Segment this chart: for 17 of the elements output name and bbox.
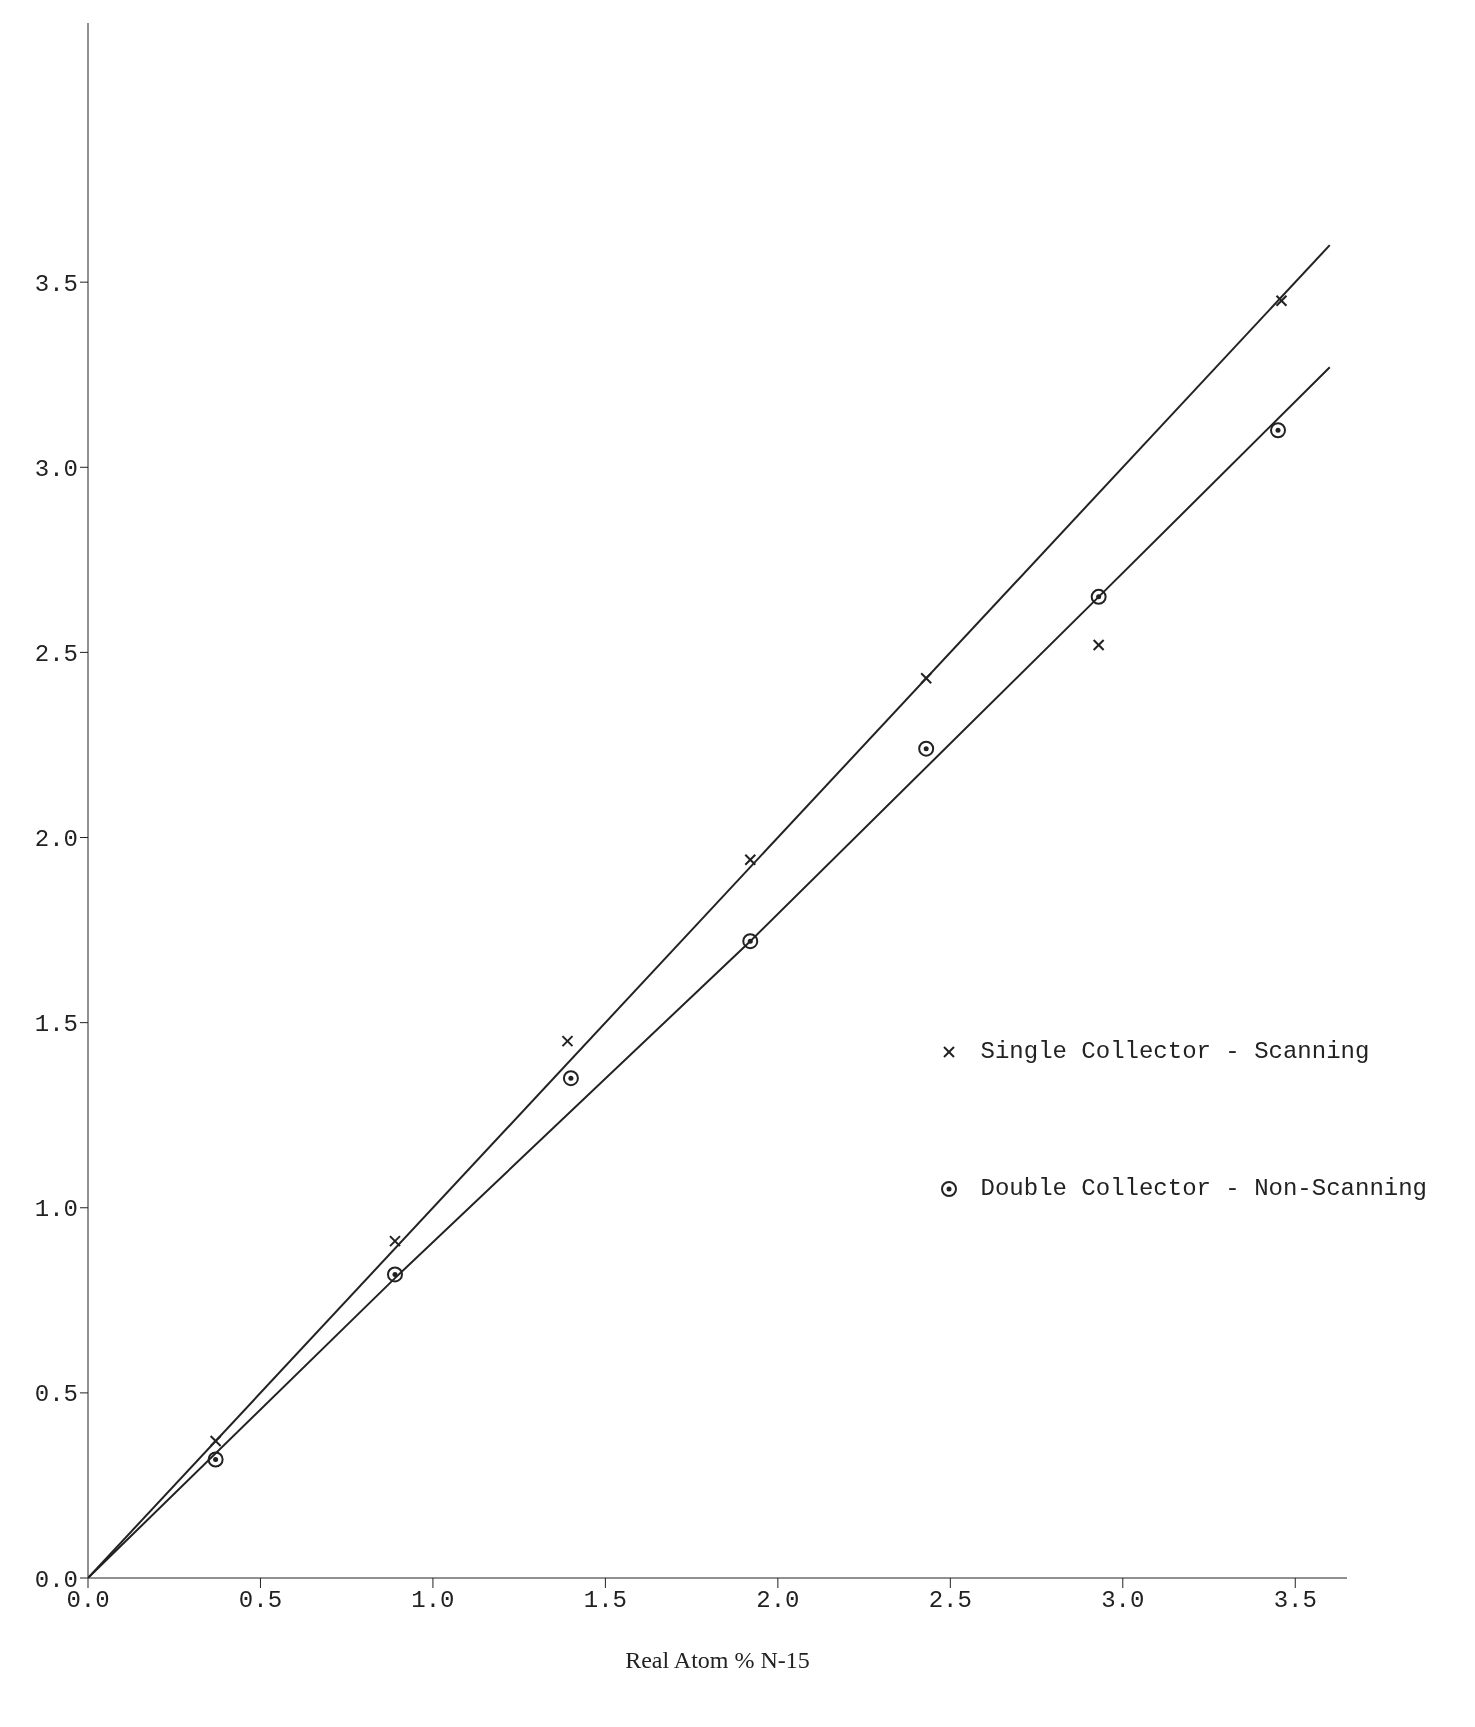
- x-tick-label: 3.5: [1273, 1587, 1317, 1615]
- y-tick-label: 1.5: [34, 1011, 78, 1039]
- x-axis-title: Real Atom % N-15: [625, 1647, 810, 1673]
- x-tick-label: 2.0: [756, 1587, 800, 1615]
- x-tick-label: 1.5: [583, 1587, 628, 1615]
- legend-label: Single Collector - Scanning: [980, 1038, 1370, 1065]
- y-tick-label: 3.0: [34, 455, 78, 483]
- y-tick-label: 3.5: [34, 270, 78, 298]
- x-tick-label: 0.5: [238, 1587, 283, 1615]
- y-tick-label: 1.0: [34, 1196, 78, 1224]
- x-tick-label: 1.0: [411, 1587, 455, 1615]
- x-tick-label: 3.0: [1101, 1587, 1145, 1615]
- x-tick-label: 2.5: [928, 1587, 972, 1615]
- y-tick-label: 2.0: [34, 826, 78, 854]
- y-tick-label: 0.5: [34, 1381, 78, 1409]
- y-tick-label: 2.5: [34, 640, 78, 668]
- legend-label: Double Collector - Non-Scanning: [980, 1175, 1427, 1202]
